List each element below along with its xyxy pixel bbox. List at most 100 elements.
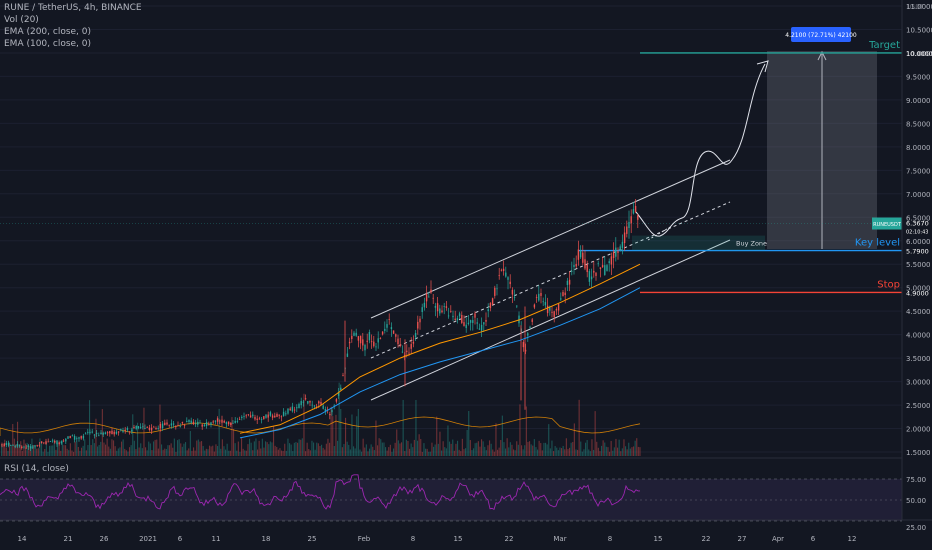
channel-lower-line — [370, 239, 731, 401]
candle-body — [568, 279, 571, 285]
symbol-title[interactable]: RUNE / TetherUS, 4h, BINANCE — [4, 3, 142, 13]
candle-body — [564, 292, 566, 295]
volume-bar — [341, 447, 343, 456]
volume-bar — [63, 445, 65, 456]
candle-body — [390, 327, 393, 330]
measure-arrow-head — [817, 50, 827, 61]
volume-bar — [138, 447, 140, 456]
volume-bar — [221, 439, 223, 456]
candle-body — [87, 431, 89, 433]
candle-body — [566, 280, 569, 286]
candle-body — [95, 432, 98, 435]
candle-body — [142, 426, 144, 428]
volume-bar — [65, 445, 67, 456]
volume-bar — [132, 414, 134, 456]
volume-bar — [271, 442, 273, 456]
candle-body — [309, 400, 311, 403]
price-tick-label: 6.0000 — [906, 238, 931, 246]
candle-body — [104, 432, 107, 435]
candle-body — [571, 270, 573, 272]
candle-body — [155, 427, 157, 430]
legend-ema-100[interactable]: EMA (100, close, 0) — [4, 39, 92, 49]
candle-body — [637, 215, 639, 220]
volume-bar — [117, 448, 119, 456]
volume-bar — [169, 445, 171, 456]
candle-body — [10, 444, 12, 446]
volume-bar — [514, 450, 516, 456]
candle-body — [593, 270, 595, 273]
legend-volume[interactable]: Vol (20) — [4, 15, 39, 25]
volume-bar — [84, 439, 86, 456]
target-price-tag: 10.0000 — [906, 50, 932, 58]
time-tick-label: 27 — [738, 535, 747, 543]
candle-body — [16, 444, 19, 447]
volume-bar — [463, 449, 465, 456]
volume-bar — [389, 444, 391, 456]
volume-bar — [613, 447, 615, 456]
candle-body — [524, 349, 527, 352]
candle-body — [414, 332, 417, 338]
volume-bar — [229, 450, 231, 456]
candle-body — [238, 418, 241, 420]
volume-bar — [412, 447, 414, 456]
volume-bar — [365, 444, 367, 456]
candle-body — [423, 302, 426, 308]
candle-body — [443, 306, 445, 308]
volume-bar — [141, 448, 143, 456]
candle-body — [263, 416, 265, 420]
volume-bar — [402, 399, 404, 456]
candle-body — [557, 304, 560, 311]
legend-ema-200[interactable]: EMA (200, close, 0) — [4, 27, 92, 37]
candle-body — [32, 446, 34, 448]
volume-bar — [636, 438, 638, 456]
candle-body — [573, 265, 575, 267]
buy-zone-box — [632, 235, 765, 251]
volume-bar — [477, 441, 479, 456]
volume-bar — [149, 443, 151, 456]
volume-bar — [465, 448, 467, 456]
candle-body — [274, 415, 276, 418]
candle-body — [133, 426, 135, 429]
volume-bar — [316, 442, 318, 456]
volume-bar — [225, 449, 227, 456]
price-tick-label: 6.5000 — [906, 214, 931, 222]
candle-body — [540, 292, 542, 296]
candle-body — [428, 296, 430, 298]
volume-bar — [28, 445, 30, 456]
volume-bar — [167, 445, 169, 456]
volume-bar — [284, 443, 286, 456]
volume-bar — [273, 426, 275, 456]
candle-body — [271, 415, 274, 418]
volume-bar — [196, 440, 198, 456]
volume-bar — [570, 442, 572, 456]
candle-body — [276, 413, 278, 417]
volume-bar — [343, 444, 345, 456]
candle-body — [348, 341, 351, 344]
candle-body — [555, 309, 558, 311]
candle-body — [157, 428, 159, 429]
price-layer — [0, 199, 641, 511]
candle-body — [516, 305, 518, 307]
candle-body — [395, 334, 397, 337]
volume-bar — [247, 444, 249, 456]
candle-body — [370, 341, 373, 343]
volume-bar — [324, 449, 326, 456]
candle-body — [551, 311, 553, 313]
volume-bar — [281, 450, 283, 456]
volume-bar — [274, 445, 276, 456]
candle-body — [216, 418, 219, 422]
legend-rsi[interactable]: RSI (14, close) — [4, 464, 69, 474]
volume-bar — [101, 409, 103, 456]
candle-body — [60, 441, 63, 444]
volume-bar — [31, 438, 33, 456]
volume-bar — [524, 445, 526, 456]
candle-body — [544, 302, 547, 306]
candle-body — [527, 333, 529, 336]
candle-body — [318, 401, 320, 404]
volume-bar — [559, 447, 561, 456]
volume-bar — [626, 449, 628, 456]
volume-bar — [434, 444, 436, 456]
candle-body — [208, 424, 210, 426]
volume-bar — [441, 450, 443, 456]
